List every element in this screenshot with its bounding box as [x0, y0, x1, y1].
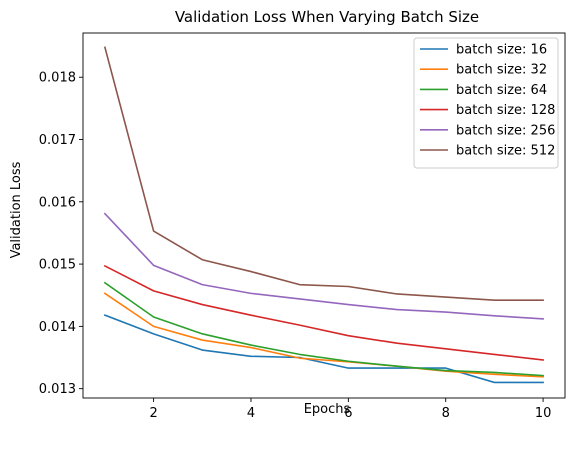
series-line-2	[103, 281, 544, 377]
chart-title: Validation Loss When Varying Batch Size	[175, 8, 479, 26]
x-tick-label: 4	[247, 406, 255, 421]
y-tick-label: 0.013	[39, 382, 76, 397]
legend-label-4: batch size: 256	[456, 123, 555, 138]
y-tick-label: 0.014	[39, 320, 76, 335]
plot-area: 2 4 6 8 10 0.013 0.014 0.015 0.016 0.017 0.018 batc…	[39, 32, 566, 421]
y-tick-label: 0.018	[39, 71, 76, 86]
y-tick-label: 0.017	[39, 133, 76, 148]
x-tick-label: 10	[535, 406, 552, 421]
x-axis-label: Epochs	[304, 402, 351, 417]
x-tick-label: 2	[149, 406, 157, 421]
series-line-3	[103, 264, 544, 361]
legend-label-3: batch size: 128	[456, 103, 555, 118]
y-axis-label: Validation Loss	[9, 161, 24, 258]
y-tick-label: 0.016	[39, 195, 76, 210]
legend-label-0: batch size: 16	[456, 43, 547, 58]
axes-frame	[82, 32, 566, 399]
series-line-1	[103, 292, 544, 378]
y-tick-label: 0.015	[39, 258, 76, 273]
legend-label-1: batch size: 32	[456, 63, 547, 78]
series-line-4	[103, 212, 544, 320]
legend-label-2: batch size: 64	[456, 83, 547, 98]
legend-label-5: batch size: 512	[456, 144, 555, 159]
legend-box	[413, 37, 559, 169]
series-line-5	[103, 46, 544, 302]
x-tick-label: 8	[442, 406, 450, 421]
x-tick-label: 6	[344, 406, 352, 421]
series-line-0	[103, 314, 544, 384]
